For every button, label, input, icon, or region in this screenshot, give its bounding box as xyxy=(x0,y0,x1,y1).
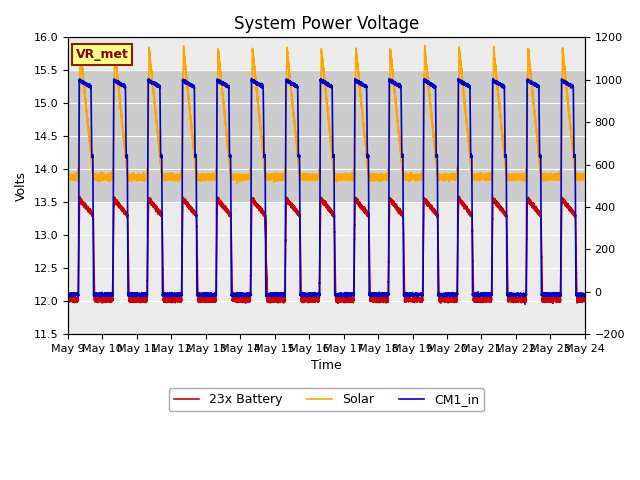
23x Battery xyxy=(581,298,589,303)
23x Battery xyxy=(452,298,460,303)
Solar xyxy=(233,180,241,186)
CM1_in xyxy=(486,290,494,296)
23x Battery xyxy=(91,299,99,305)
Line: 23x Battery: 23x Battery xyxy=(68,197,585,304)
Y-axis label: Volts: Volts xyxy=(15,171,28,201)
CM1_in xyxy=(342,295,350,300)
23x Battery xyxy=(394,205,402,211)
23x Battery xyxy=(456,194,463,200)
Solar xyxy=(91,173,99,179)
Title: System Power Voltage: System Power Voltage xyxy=(234,15,419,33)
Solar xyxy=(421,43,429,48)
23x Battery xyxy=(467,210,474,216)
Solar xyxy=(394,122,402,128)
Line: Solar: Solar xyxy=(68,46,585,183)
Solar xyxy=(486,174,494,180)
CM1_in xyxy=(452,292,460,298)
CM1_in xyxy=(454,75,462,81)
Line: CM1_in: CM1_in xyxy=(68,78,585,298)
23x Battery xyxy=(522,301,529,307)
Solar xyxy=(581,175,589,181)
23x Battery xyxy=(64,295,72,301)
Solar xyxy=(467,156,474,162)
Text: VR_met: VR_met xyxy=(76,48,129,61)
X-axis label: Time: Time xyxy=(311,360,342,372)
CM1_in xyxy=(91,291,99,297)
Solar xyxy=(452,173,460,179)
CM1_in xyxy=(479,292,487,298)
CM1_in xyxy=(64,291,72,297)
CM1_in xyxy=(394,82,402,88)
CM1_in xyxy=(467,134,474,140)
CM1_in xyxy=(581,293,589,299)
Bar xyxy=(68,70,585,202)
23x Battery xyxy=(479,298,487,304)
Legend: 23x Battery, Solar, CM1_in: 23x Battery, Solar, CM1_in xyxy=(169,388,484,411)
23x Battery xyxy=(486,297,494,303)
Solar xyxy=(479,174,487,180)
Solar xyxy=(64,176,72,181)
